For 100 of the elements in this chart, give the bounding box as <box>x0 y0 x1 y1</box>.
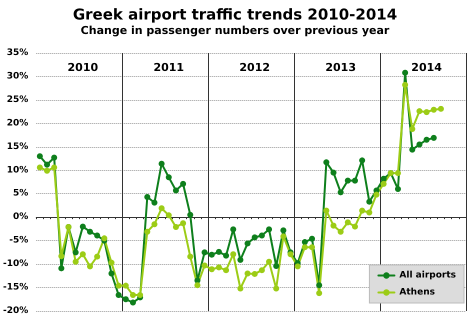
annotation: 2010 <box>68 61 98 74</box>
point <box>266 258 272 265</box>
point <box>44 168 50 174</box>
point <box>151 221 158 228</box>
point <box>394 170 401 176</box>
point <box>258 267 265 274</box>
point <box>80 251 86 258</box>
y-tick-label: 20% <box>6 118 28 128</box>
point <box>430 134 437 141</box>
point <box>273 285 280 292</box>
point <box>430 106 437 113</box>
point <box>366 209 372 216</box>
y-tick-label: -15% <box>2 282 28 293</box>
point <box>166 212 172 218</box>
point <box>359 157 366 164</box>
point <box>330 222 336 229</box>
point <box>424 109 430 116</box>
point <box>122 296 129 302</box>
point <box>338 228 344 235</box>
point <box>187 254 194 260</box>
point <box>130 292 136 298</box>
y-tick-label: -5% <box>9 236 28 246</box>
point <box>230 251 236 258</box>
point <box>216 264 222 270</box>
point <box>373 192 380 198</box>
point <box>36 153 43 160</box>
legend-label: Athens <box>399 288 435 298</box>
chart-title: Greek airport traffic trends 2010-2014 <box>72 6 398 24</box>
point <box>208 266 215 272</box>
point <box>366 198 372 205</box>
point <box>416 108 422 114</box>
point <box>130 300 136 306</box>
y-tick-label: -10% <box>2 259 28 270</box>
point <box>230 226 236 232</box>
point <box>424 136 430 143</box>
point <box>87 228 93 235</box>
y-tick-label: 30% <box>6 71 28 82</box>
point <box>252 270 258 277</box>
legend-label: All airports <box>399 270 456 280</box>
point <box>216 248 222 255</box>
y-tick-label: 10% <box>6 165 28 176</box>
point <box>94 254 100 260</box>
point <box>58 253 64 260</box>
point <box>80 224 86 230</box>
point <box>309 236 316 242</box>
point <box>344 178 351 184</box>
point <box>58 265 64 272</box>
y-tick-label: 35% <box>6 48 28 58</box>
point <box>280 227 286 234</box>
point <box>266 226 272 232</box>
point <box>402 82 408 88</box>
point <box>309 244 316 250</box>
point <box>208 252 215 258</box>
y-tick-label: 0% <box>12 212 28 222</box>
point <box>352 224 358 230</box>
point <box>108 270 114 276</box>
point <box>223 267 230 274</box>
point <box>252 234 258 240</box>
point <box>416 141 422 148</box>
point <box>202 249 208 256</box>
point <box>380 176 387 182</box>
annotation: 2014 <box>411 61 442 74</box>
point <box>108 260 114 266</box>
point <box>302 244 308 250</box>
point <box>87 263 93 270</box>
point <box>202 262 208 268</box>
y-tick-label: 25% <box>6 94 28 105</box>
point <box>323 159 330 166</box>
point <box>237 256 244 263</box>
point <box>273 262 280 269</box>
point <box>338 189 344 196</box>
point <box>94 232 100 238</box>
point <box>223 252 230 259</box>
point <box>380 180 387 187</box>
point <box>344 219 351 226</box>
point <box>36 164 43 170</box>
point <box>187 212 194 218</box>
point <box>244 240 251 246</box>
point <box>330 170 336 176</box>
point <box>166 174 172 180</box>
point <box>116 282 122 289</box>
annotation: 2011 <box>153 61 184 74</box>
point <box>172 224 179 230</box>
point <box>258 232 265 238</box>
point <box>409 126 416 132</box>
point <box>51 164 58 170</box>
point <box>116 292 122 298</box>
point <box>316 282 322 288</box>
point <box>402 70 408 76</box>
point <box>44 162 50 168</box>
point <box>122 282 129 289</box>
point <box>302 239 308 246</box>
annotation: 2012 <box>239 61 270 74</box>
point <box>280 233 286 240</box>
y-tick-label: -20% <box>2 306 28 316</box>
point <box>237 285 244 292</box>
point <box>158 160 165 167</box>
point <box>101 235 108 242</box>
point <box>158 205 165 212</box>
point <box>352 178 358 184</box>
